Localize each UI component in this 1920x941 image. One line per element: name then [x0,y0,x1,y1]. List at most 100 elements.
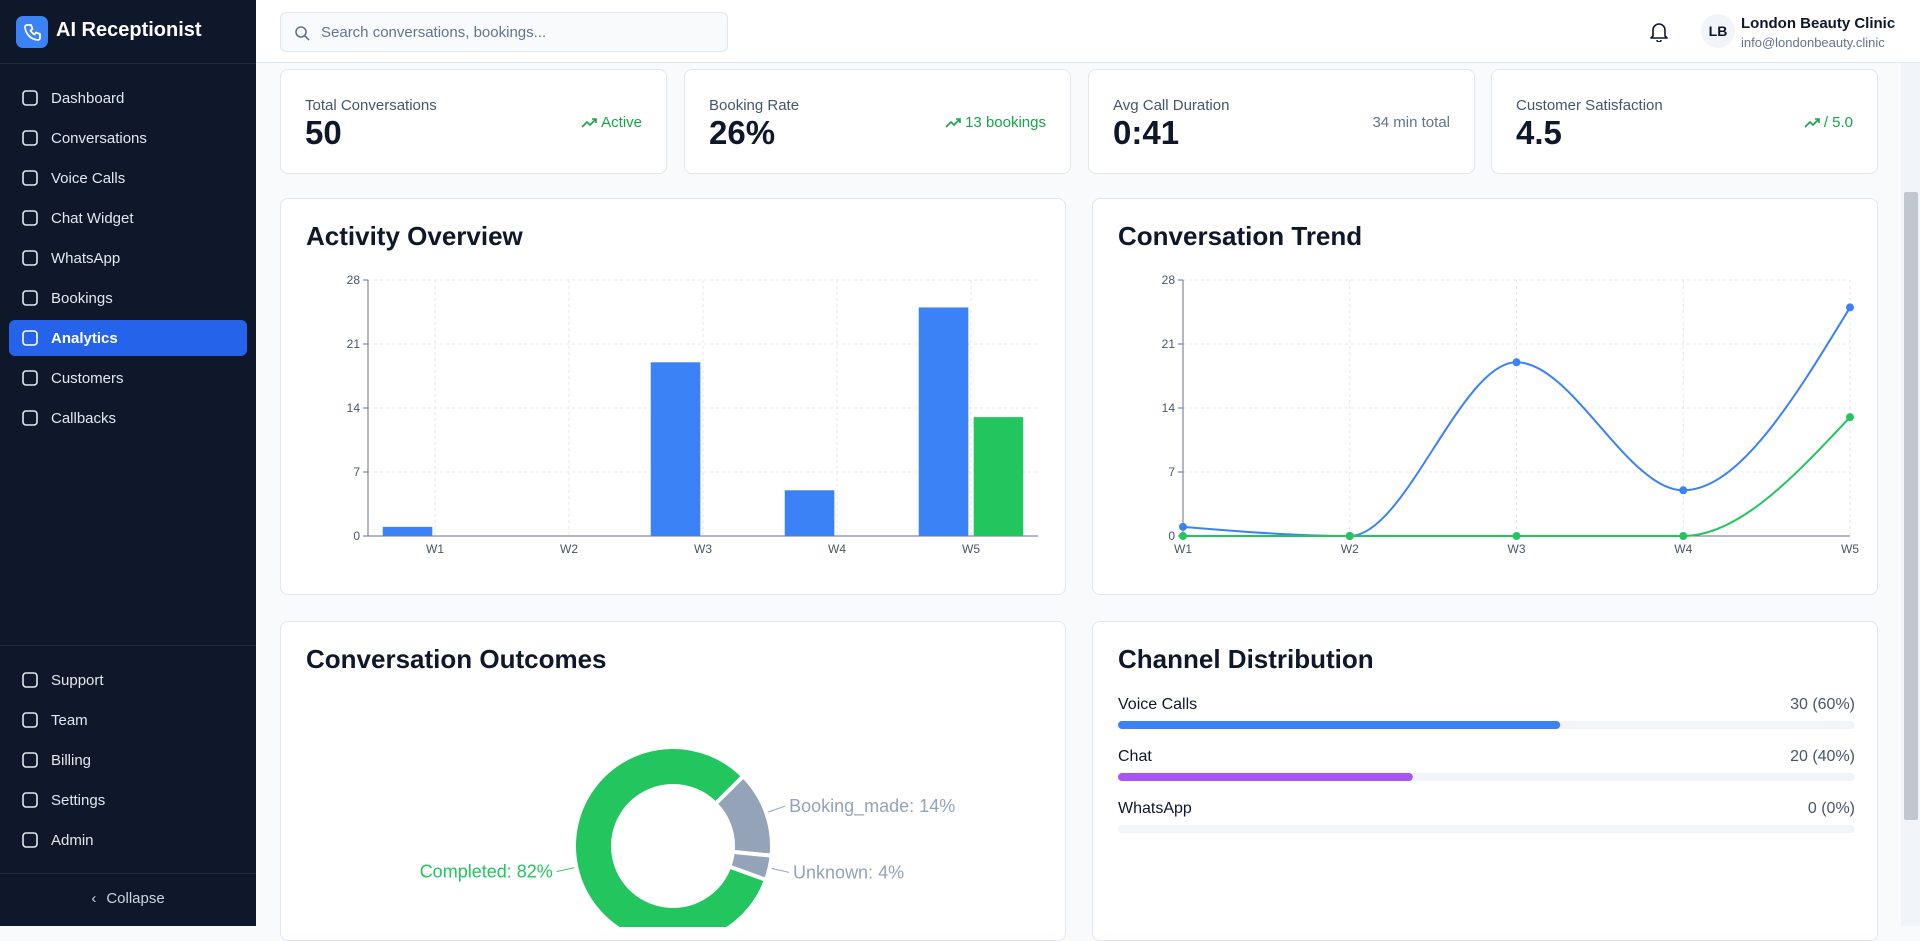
point [1345,532,1354,540]
y-tick-label: 14 [347,401,361,415]
bar-label: Voice Calls [1118,696,1197,713]
nav-label[interactable]: Customers [51,369,124,387]
icon-shape [22,250,38,266]
nav-icon [22,130,38,146]
bar [784,490,835,536]
y-tick-label: 14 [1162,401,1176,415]
nav-item[interactable]: Bookings [9,280,247,316]
avatar[interactable]: LB [1701,14,1735,48]
nav-item[interactable]: Support [9,662,247,698]
search-placeholder[interactable]: Search conversations, bookings... [321,24,547,41]
nav-item[interactable]: Customers [9,360,247,396]
nav-item[interactable]: Conversations [9,120,247,156]
stat-note: / 5.0 [1804,114,1853,131]
phone-icon [24,24,41,41]
trend-shape [581,117,597,128]
point [1512,358,1521,367]
search-icon [295,26,310,41]
bar [918,307,969,536]
donut-segment [726,849,774,883]
nav-label[interactable]: Chat Widget [51,209,134,227]
point [1846,303,1854,312]
nav-label[interactable]: Billing [51,751,92,769]
stat-card: Customer Satisfaction 4.5 / 5.0 [1491,69,1878,174]
icon-shape [22,410,38,426]
nav-icon [22,90,38,106]
donut-label: Booking_made: 14% [789,796,955,817]
nav-item[interactable]: Analytics [9,320,247,356]
chart-title: Conversation Trend [1118,221,1363,251]
icon-shape [22,90,38,106]
collapse-button[interactable]: ‹ Collapse [91,890,165,907]
nav-item[interactable]: Team [9,702,247,738]
x-tick-label: W4 [828,542,846,556]
nav-label[interactable]: Settings [51,791,106,809]
bar [973,417,1024,536]
nav-label[interactable]: Support [51,671,104,689]
value-label: 0 (0%) [1808,800,1855,817]
nav-icon [22,832,38,848]
scrollbar-thumb[interactable] [1904,192,1918,820]
chart: Voice Calls 30 (60%) Chat 20 (40%) WhatsApp 0… [1118,696,1855,833]
nav-icon [22,290,38,306]
bell-icon[interactable] [1648,20,1670,42]
brand-name[interactable]: AI Receptionist [56,19,202,41]
trend-shape [1804,117,1820,128]
nav-label[interactable]: Analytics [51,329,118,347]
x-tick-label: W2 [1341,542,1359,556]
brand-icon[interactable] [16,16,48,48]
nav-icon [22,210,38,226]
nav-item[interactable]: Billing [9,742,247,778]
stat-label: Avg Call Duration [1113,97,1230,114]
search-box[interactable]: Search conversations, bookings... [280,12,728,52]
nav-item[interactable]: Admin [9,822,247,858]
x-tick-label: W5 [1841,542,1859,556]
nav-label[interactable]: Conversations [51,129,147,147]
y-tick-label: 21 [347,337,361,351]
icon-shape [22,330,38,346]
nav-item[interactable]: Chat Widget [9,200,247,236]
point [1679,486,1688,495]
nav-label[interactable]: Bookings [51,289,113,307]
nav-icon [22,410,38,426]
stat-note-text: Active [601,114,642,131]
x-tick-label: W3 [1508,542,1526,556]
stat-value: 26% [709,114,776,151]
point [1679,532,1688,540]
x-tick-label: W3 [694,542,712,556]
icon-shape [22,752,38,768]
leader-line [556,867,575,873]
icon-shape [22,210,38,226]
nav-label[interactable]: Voice Calls [51,169,126,187]
user-name: London Beauty Clinic [1741,15,1896,32]
value-label: 20 (40%) [1790,748,1855,765]
trend-shape [945,117,961,128]
collapse-label[interactable]: Collapse [106,890,165,907]
chart-card: Activity Overview 0 7 14 21 28 W1 W2 W3 W4 W5 [280,198,1066,595]
nav-label[interactable]: Callbacks [51,409,117,427]
point [1179,522,1187,531]
stat-card: Avg Call Duration 0:41 34 min total [1088,69,1475,174]
icon-shape [22,290,38,306]
nav-item[interactable]: Voice Calls [9,160,247,196]
icon-shape [22,712,38,728]
nav-label[interactable]: Team [51,711,88,729]
x-tick-label: W2 [560,542,578,556]
nav-item[interactable]: Dashboard [9,80,247,116]
bar-label: Chat [1118,748,1152,765]
point [1512,532,1521,540]
chart: Completed: 82% Booking_made: 14% Unknown: … [420,745,955,927]
bar [650,362,701,536]
nav-icon [22,170,38,186]
stat-note-text: 13 bookings [965,114,1046,131]
trend-icon [581,117,597,128]
chart-title: Activity Overview [306,221,523,251]
nav-item[interactable]: Settings [9,782,247,818]
nav-item[interactable]: Callbacks [9,400,247,436]
nav-item[interactable]: WhatsApp [9,240,247,276]
nav-label[interactable]: Admin [51,831,94,849]
value-label: 30 (60%) [1790,696,1855,713]
nav-icon [22,250,38,266]
nav-label[interactable]: Dashboard [51,89,125,107]
nav-label[interactable]: WhatsApp [51,249,121,267]
